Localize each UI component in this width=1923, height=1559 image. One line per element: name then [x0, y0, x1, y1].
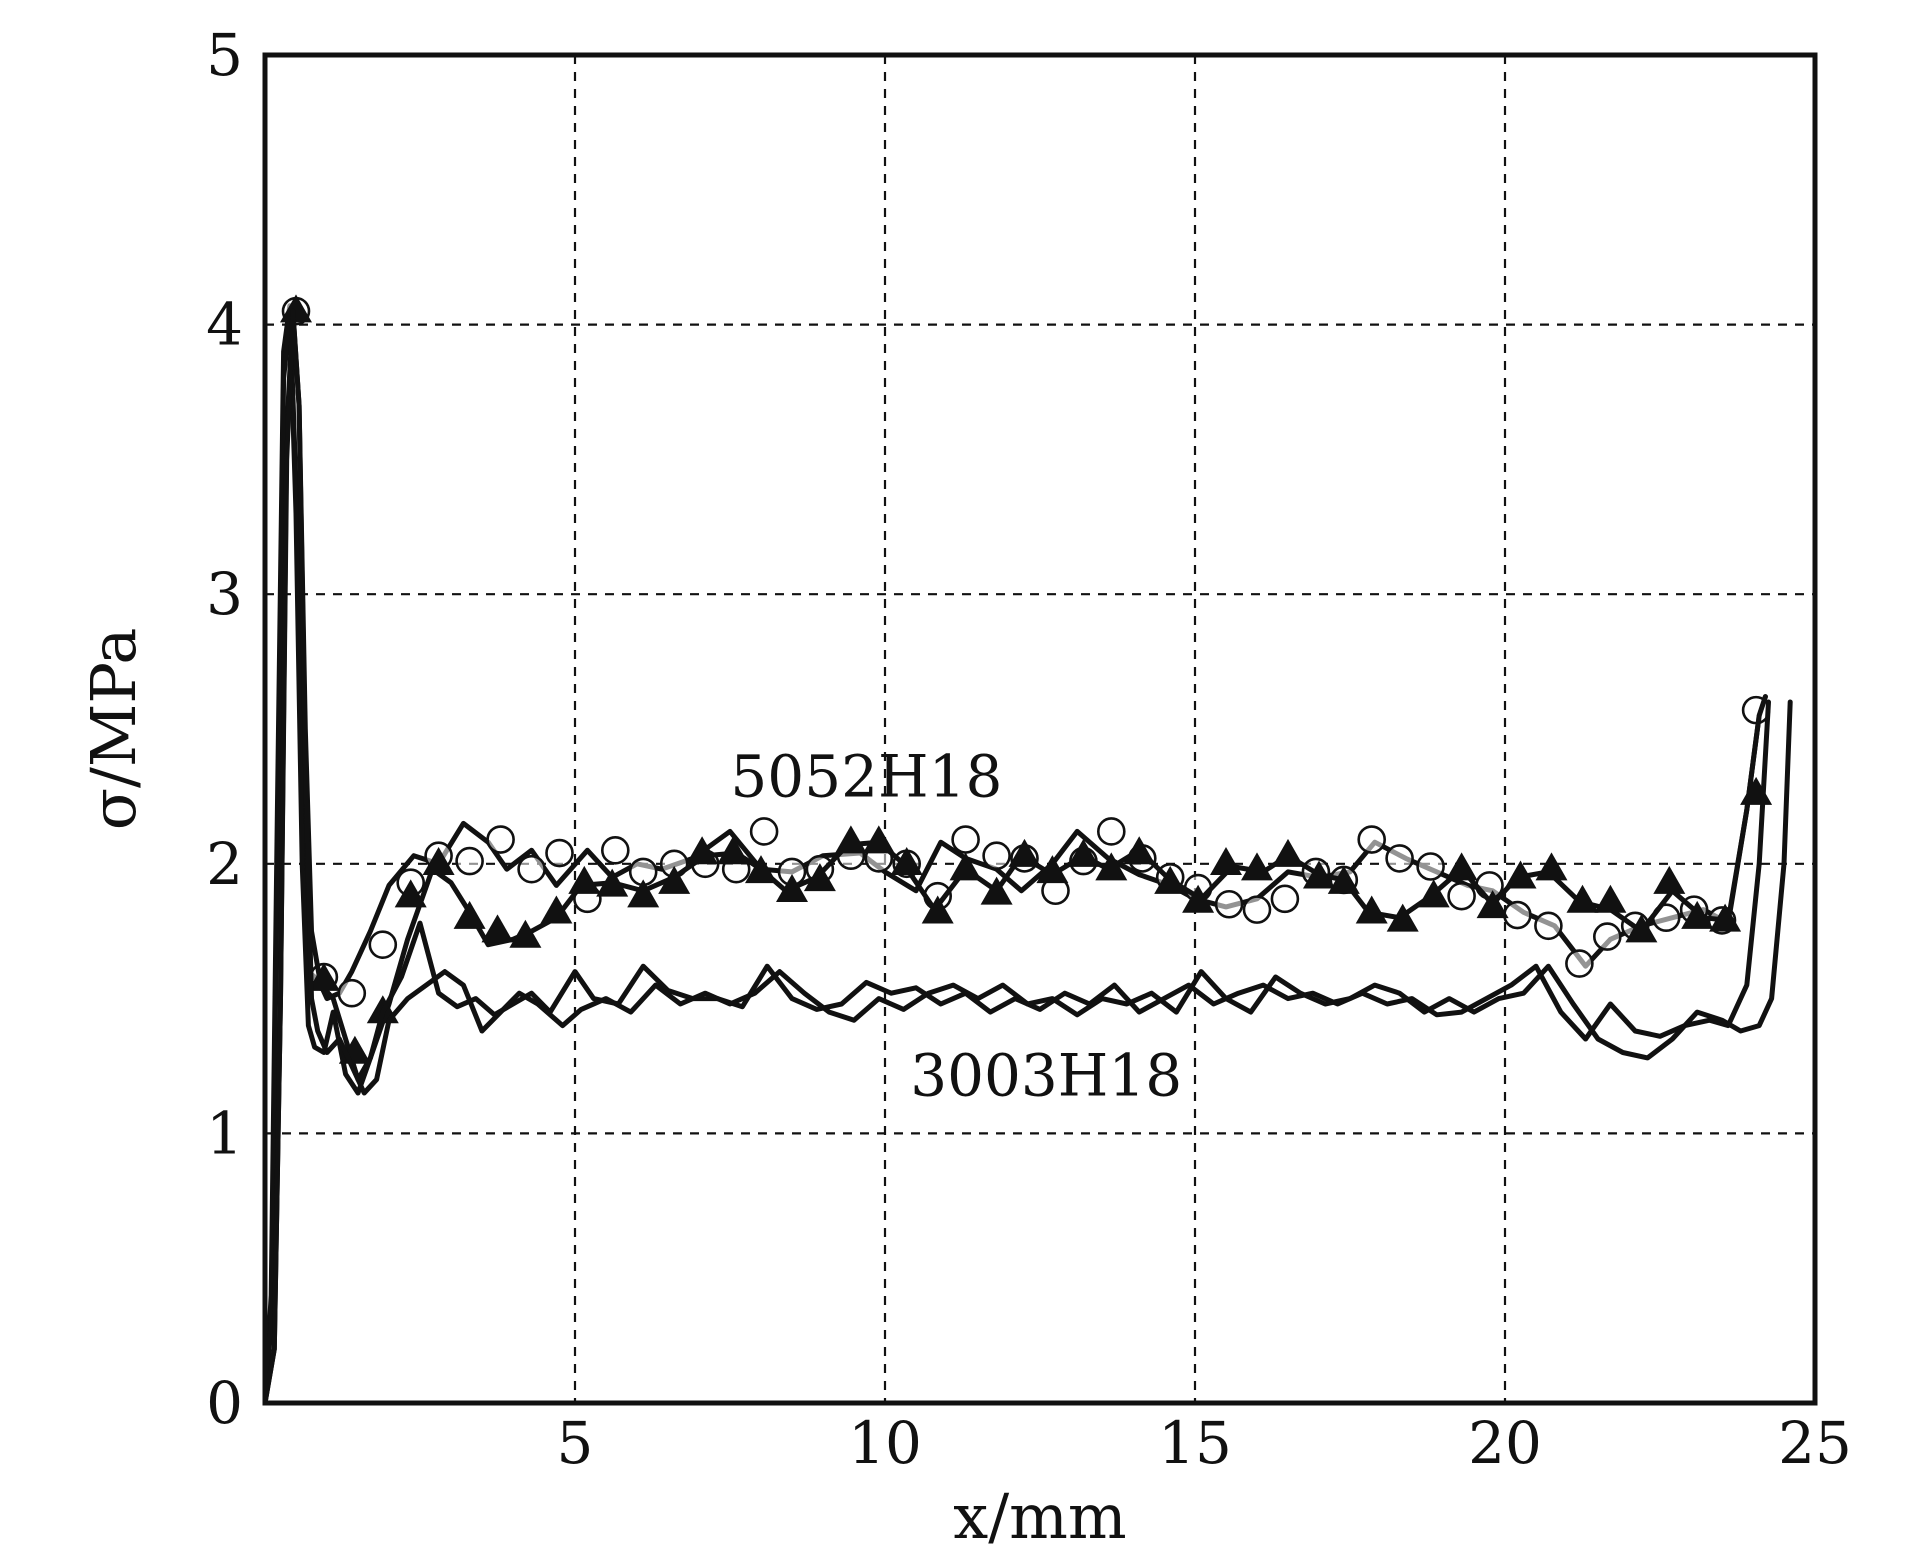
triangle-marker — [862, 825, 895, 854]
triangle-marker — [717, 836, 750, 865]
triangle-marker — [1709, 903, 1742, 932]
annotation-label: 5052H18 — [730, 742, 1002, 810]
plot-frame — [262, 52, 1818, 1406]
triangle-marker — [890, 847, 923, 875]
x-tick-label: 20 — [1468, 1409, 1542, 1477]
y-tick-label: 2 — [206, 830, 243, 898]
triangle-marker — [1123, 836, 1156, 865]
circle-marker — [1214, 889, 1244, 919]
series-2 — [262, 314, 1771, 1406]
series-layer — [262, 294, 1793, 1406]
circle-marker — [1097, 817, 1126, 846]
circle-marker — [337, 978, 367, 1008]
triangle-marker — [1653, 865, 1686, 894]
circle-marker — [1534, 911, 1563, 941]
circle-marker — [982, 841, 1011, 871]
circle-marker — [1270, 884, 1300, 914]
circle-marker — [1242, 895, 1272, 924]
triangle-marker — [776, 873, 808, 902]
series-0 — [262, 296, 1771, 1406]
triangle-marker — [1182, 884, 1215, 913]
triangle-marker — [686, 836, 719, 865]
triangle-marker — [1504, 860, 1537, 889]
x-axis-label: x/mm — [953, 1480, 1126, 1553]
triangle-marker — [745, 855, 777, 884]
y-tick-label: 1 — [206, 1099, 243, 1167]
triangle-marker — [1566, 884, 1599, 913]
circle-marker — [1503, 900, 1532, 930]
series-line — [262, 308, 1793, 1406]
triangle-marker — [1594, 884, 1627, 913]
triangle-marker — [1303, 860, 1335, 889]
circle-marker — [600, 836, 630, 865]
triangle-marker — [1625, 914, 1658, 943]
triangle-marker — [394, 879, 427, 908]
triangle-marker — [1417, 879, 1450, 908]
x-tick-label: 5 — [557, 1409, 594, 1477]
series-line — [262, 314, 1771, 1406]
triangle-marker — [1036, 855, 1069, 884]
triangle-marker — [1241, 852, 1273, 881]
circle-marker — [486, 825, 515, 854]
circle-marker — [545, 838, 574, 868]
triangle-marker — [1355, 895, 1388, 924]
y-tick-label: 4 — [206, 291, 243, 359]
triangle-marker — [422, 847, 455, 875]
triangle-marker — [921, 895, 954, 924]
circle-marker — [1447, 881, 1476, 911]
triangle-marker — [1740, 776, 1773, 805]
circle-marker — [517, 854, 546, 884]
circle-marker — [368, 930, 398, 959]
triangle-marker — [1327, 865, 1360, 894]
series-line — [262, 303, 1768, 1406]
circle-marker — [1593, 922, 1622, 951]
circle-marker — [1565, 949, 1594, 978]
annotation-label: 3003H18 — [910, 1042, 1182, 1110]
circle-marker — [1416, 852, 1445, 881]
triangle-marker — [1095, 852, 1128, 881]
triangle-marker — [1210, 847, 1242, 875]
triangle-marker — [1681, 900, 1714, 929]
triangle-marker — [1535, 852, 1568, 881]
triangle-marker — [803, 863, 836, 892]
grid — [265, 55, 1815, 1403]
triangle-marker — [834, 825, 867, 854]
tick-labels: 5 10 15 20 25 0 1 2 3 4 5 — [206, 21, 1852, 1477]
x-tick-label: 10 — [848, 1409, 922, 1477]
y-tick-label: 3 — [206, 560, 243, 628]
circle-marker — [749, 817, 779, 846]
triangle-marker — [1476, 890, 1509, 919]
triangle-marker — [1008, 838, 1041, 867]
triangle-marker — [627, 879, 660, 908]
series-3 — [262, 308, 1793, 1406]
circle-marker — [1357, 825, 1386, 854]
circle-marker — [455, 846, 484, 876]
triangle-marker — [1272, 838, 1304, 867]
triangle-marker — [1386, 903, 1419, 932]
triangle-marker — [980, 876, 1013, 905]
triangle-marker — [509, 919, 542, 948]
triangle-marker — [568, 865, 601, 894]
y-axis-label: σ/MPa — [77, 628, 150, 831]
y-tick-label: 0 — [206, 1369, 243, 1437]
circle-marker — [1385, 844, 1414, 873]
annotations: 5052H18 3003H18 — [730, 742, 1182, 1109]
y-tick-label: 5 — [206, 21, 243, 89]
triangle-marker — [540, 895, 573, 924]
circle-marker — [951, 825, 980, 854]
triangle-marker — [1154, 865, 1187, 894]
triangle-marker — [1067, 838, 1100, 867]
triangle-marker — [453, 900, 486, 929]
x-tick-label: 15 — [1158, 1409, 1232, 1477]
triangle-marker — [1445, 852, 1478, 881]
triangle-marker — [658, 865, 691, 894]
triangle-marker — [481, 914, 514, 943]
x-tick-label: 25 — [1778, 1409, 1852, 1477]
triangle-marker — [949, 852, 982, 881]
triangle-marker — [596, 868, 629, 897]
triangle-marker — [307, 962, 340, 991]
